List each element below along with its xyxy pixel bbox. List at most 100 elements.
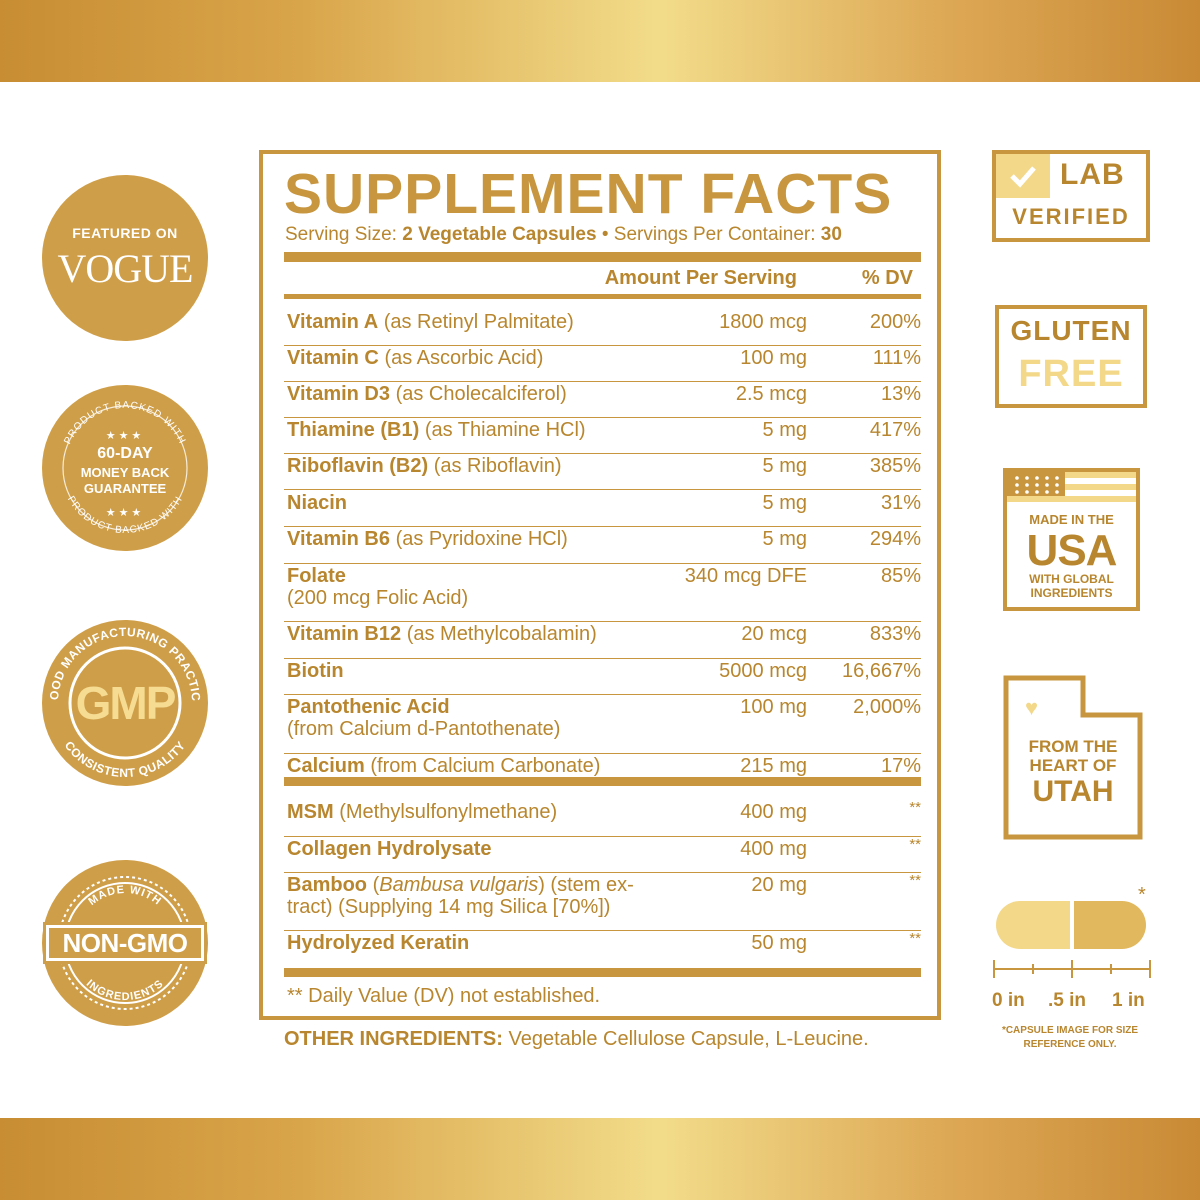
nutrient-amount: 1800 mcg: [719, 311, 807, 333]
money-days-text: 60-DAY: [97, 445, 153, 462]
nutrient-name-cell: Niacin: [287, 491, 687, 515]
nutrient-name: Vitamin C: [287, 347, 379, 369]
nutrient-detail: (as Methylcobalamin): [406, 623, 597, 645]
serving-size-label: Serving Size:: [285, 224, 397, 245]
money-back-text: MONEY BACK: [80, 465, 170, 480]
nutrient-name-cell: Thiamine (B1) (as Thiamine HCl): [287, 418, 687, 442]
other-ingredients: OTHER INGREDIENTS: Vegetable Cellulose C…: [284, 1028, 869, 1051]
serving-bullet: •: [601, 224, 609, 245]
global-ingredients-text: WITH GLOBAL INGREDIENTS: [1007, 572, 1136, 600]
nutrient-subline: (from Calcium d-Pantothenate): [287, 718, 561, 740]
ruler-label-half: .5 in: [1048, 990, 1087, 1011]
money-back-ring: PRODUCT BACKED WITH PRODUCT BACKED WITH: [62, 400, 188, 536]
nutrient-amount: 20 mcg: [741, 623, 807, 645]
heart-of-utah-badge: ♥ FROM THE HEART OF UTAH: [1003, 675, 1143, 840]
nutrient-row: Vitamin B6 (as Pyridoxine HCl) 5 mg 294%: [284, 527, 921, 564]
nutrient-dv: 13%: [880, 383, 921, 405]
bottom-gold-band: [0, 1118, 1200, 1200]
nutrient-name-cell: Hydrolyzed Keratin: [287, 931, 687, 955]
verified-text: VERIFIED: [1012, 204, 1130, 229]
supplement-facts-panel: SUPPLEMENT FACTS Serving Size: 2 Vegetab…: [259, 150, 941, 1020]
nutrient-row: Niacin 5 mg 31%: [284, 491, 921, 527]
nutrient-dv: 85%: [880, 565, 921, 587]
nutrient-name-cell: Collagen Hydrolysate: [287, 837, 687, 861]
nutrient-amount: 400 mg: [740, 838, 807, 860]
nutrient-amount: 5 mg: [762, 455, 807, 477]
nutrient-amount: 400 mg: [740, 801, 807, 823]
nutrient-name: Riboflavin (B2): [287, 455, 429, 477]
nutrient-dv: **: [909, 930, 921, 947]
nutrient-name: Niacin: [287, 492, 348, 514]
nutrient-amount: 5000 mcg: [719, 660, 807, 682]
nutrient-row: Riboflavin (B2) (as Riboflavin) 5 mg 385%: [284, 454, 921, 490]
other-ingredients-label: OTHER INGREDIENTS:: [284, 1028, 503, 1050]
svg-text:INGREDIENTS: INGREDIENTS: [84, 978, 166, 1004]
nutrient-row: Vitamin D3 (as Cholecalciferol) 2.5 mcg 13…: [284, 382, 921, 418]
nutrient-subline: (200 mcg Folic Acid): [287, 587, 469, 609]
nutrient-name: Pantothenic Acid: [287, 696, 450, 718]
nutrient-subline: tract) (Supplying 14 mg Silica [70%]): [287, 896, 611, 918]
usa-text: USA: [1026, 526, 1118, 575]
dv-footnote: ** Daily Value (DV) not established.: [287, 985, 601, 1007]
nutrient-row: Vitamin B12 (as Methylcobalamin) 20 mcg 83…: [284, 622, 921, 659]
capsule-reference-note: *CAPSULE IMAGE FOR SIZE REFERENCE ONLY.: [990, 1024, 1150, 1052]
nutrient-detail: (as Ascorbic Acid): [384, 347, 544, 369]
nutrient-detail: (Methylsulfonylmethane): [339, 801, 558, 823]
non-gmo-ring-top-text: MADE WITH: [86, 884, 162, 908]
nutrient-name-cell: Bamboo (Bambusa vulgaris) (stem ex-: [287, 873, 687, 897]
ingredients-text: INGREDIENTS: [1030, 586, 1113, 600]
vogue-logo-text: VOGUE: [57, 246, 194, 291]
utah-state-outline-icon: [1003, 675, 1143, 840]
nutrient-name: Biotin: [287, 660, 344, 682]
checkmark-icon: [996, 154, 1050, 198]
nutrient-name: Bamboo: [287, 874, 367, 896]
nutrient-name: Calcium: [287, 755, 365, 777]
nutrient-detail: (as Thiamine HCl): [424, 419, 586, 441]
nutrient-amount: 215 mg: [740, 755, 807, 777]
ruler-label-1: 1 in: [1112, 990, 1145, 1011]
from-the-heart-text: FROM THE HEART OF: [1003, 737, 1143, 775]
nutrient-name: Thiamine (B1): [287, 419, 420, 441]
nutrient-dv: 200%: [869, 311, 921, 333]
nutrient-row: Biotin 5000 mcg 16,667%: [284, 659, 921, 695]
made-in-usa-badge: MADE IN THE USA WITH GLOBAL INGREDIENTS: [1003, 468, 1140, 611]
lab-verified-badge: LAB VERIFIED: [992, 150, 1150, 242]
capsule-asterisk: *: [1138, 884, 1146, 906]
nutrient-dv: 111%: [872, 347, 921, 369]
utah-text: UTAH: [1032, 775, 1114, 808]
nutrient-amount: 5 mg: [762, 419, 807, 441]
nutrient-dv: 2,000%: [853, 696, 921, 718]
other-ingredients-value: Vegetable Cellulose Capsule, L-Leucine.: [508, 1028, 869, 1050]
nutrient-amount: 100 mg: [740, 347, 807, 369]
nutrient-amount: 50 mg: [751, 932, 807, 954]
nutrient-name: Vitamin B12: [287, 623, 402, 645]
nutrient-dv: 31%: [880, 492, 921, 514]
nutrient-name-cell: Vitamin D3 (as Cholecalciferol): [287, 382, 687, 406]
nutrient-row: Hydrolyzed Keratin 50 mg **: [284, 930, 921, 967]
nutrient-name: Vitamin D3: [287, 383, 390, 405]
nutrient-name-cell: Vitamin A (as Retinyl Palmitate): [287, 310, 687, 334]
gluten-free-badge: GLUTEN FREE: [995, 305, 1147, 408]
gluten-text: GLUTEN: [1010, 315, 1132, 346]
nutrient-amount: 5 mg: [762, 528, 807, 550]
nutrient-amount: 340 mcg DFE: [684, 565, 807, 587]
non-gmo-badge: MADE WITH INGREDIENTS NON-GMO: [42, 860, 208, 1026]
with-global-text: WITH GLOBAL: [1029, 572, 1114, 586]
gmp-center-text: GMP: [75, 677, 177, 729]
nutrient-dv: **: [909, 836, 921, 853]
made-in-the-text: MADE IN THE: [1029, 512, 1114, 527]
nutrient-amount: 20 mg: [751, 874, 807, 896]
nutrient-name: Hydrolyzed Keratin: [287, 932, 470, 954]
heart-of-text: HEART OF: [1029, 756, 1117, 775]
svg-text:MADE WITH: MADE WITH: [86, 884, 163, 908]
top-gold-band: [0, 0, 1200, 82]
nutrient-name: Collagen Hydrolysate: [287, 838, 492, 860]
from-the-text: FROM THE: [1028, 737, 1118, 756]
nutrient-name: Vitamin B6: [287, 528, 390, 550]
nutrient-row: Folate (200 mcg Folic Acid) 340 mcg DFE 85%: [284, 564, 921, 622]
species-name: Bambusa vulgaris: [379, 874, 539, 896]
nutrient-name: MSM: [287, 801, 334, 823]
nutrient-row: Collagen Hydrolysate 400 mg **: [284, 836, 921, 873]
nutrient-row: Pantothenic Acid (from Calcium d-Pantothe…: [284, 695, 921, 754]
servings-per-container-label: Servings Per Container:: [613, 224, 816, 245]
